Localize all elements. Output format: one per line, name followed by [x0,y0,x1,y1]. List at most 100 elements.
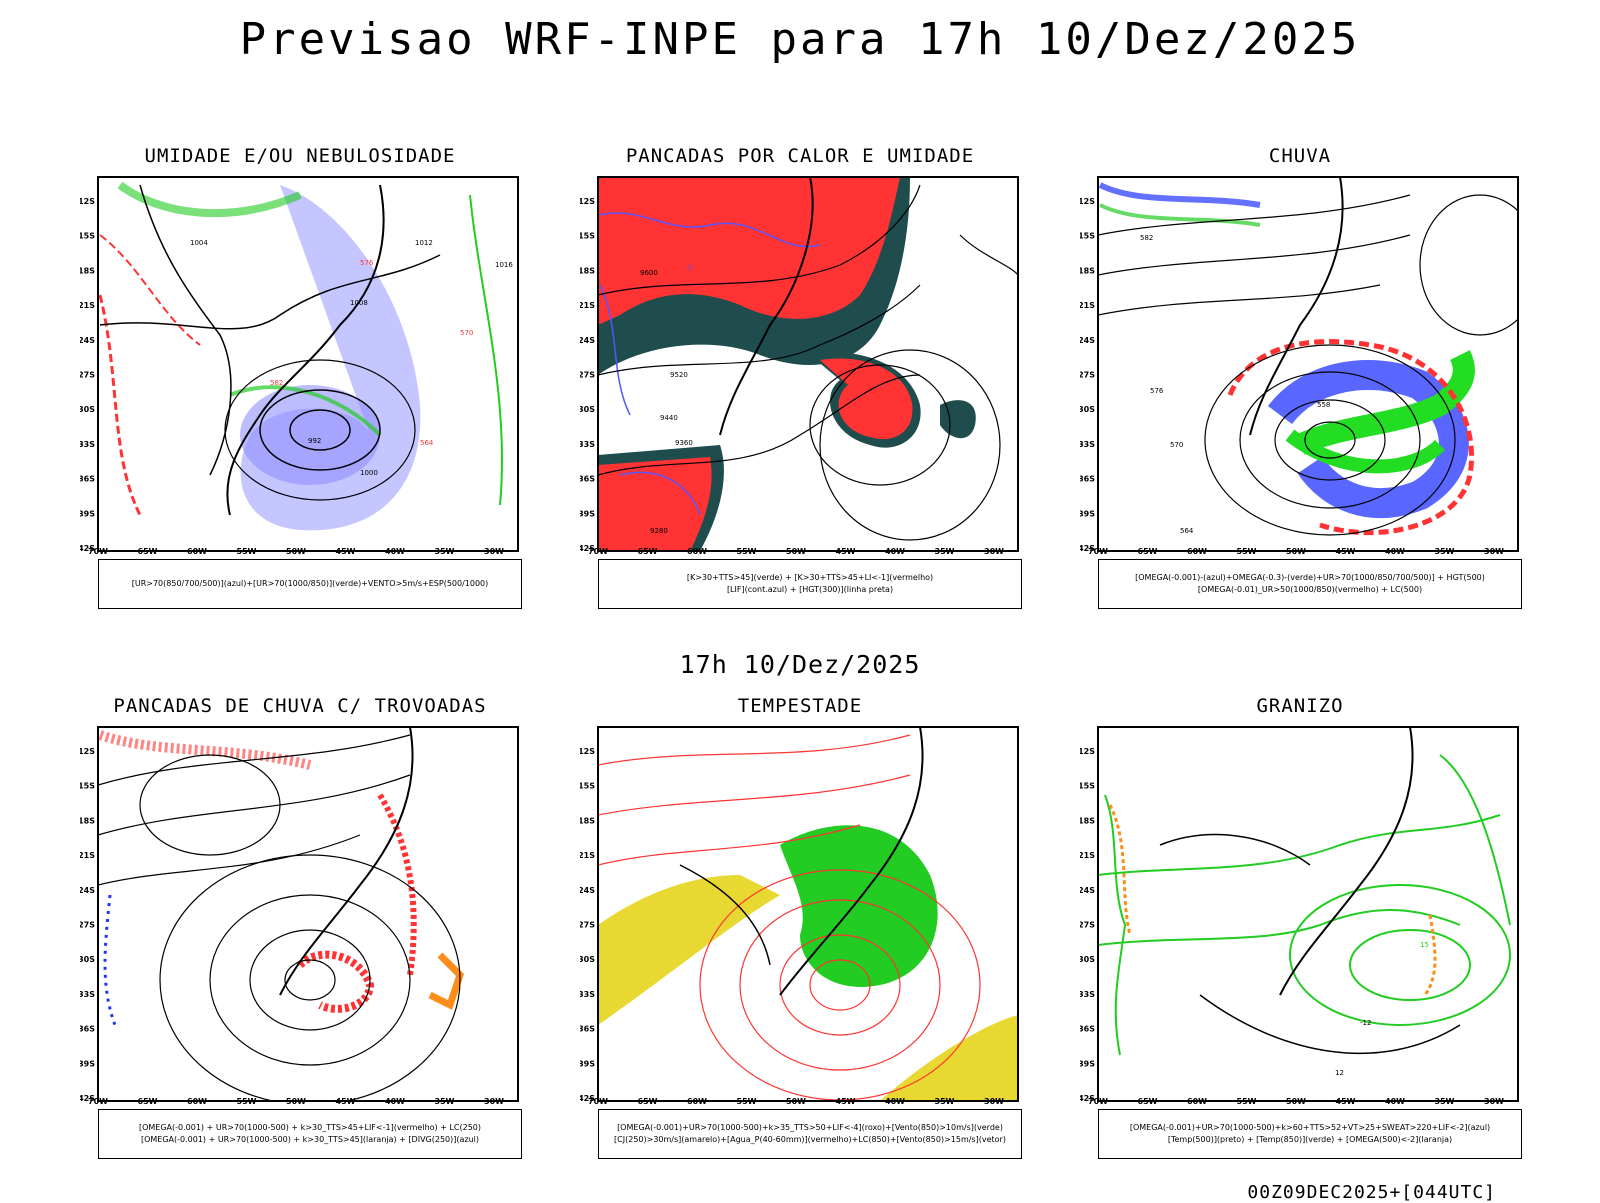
lat-tick-label: 42S [1080,1094,1095,1103]
lat-tick-label: 12S [580,197,595,206]
contour-label: 992 [308,437,321,445]
contour-label: 570 [460,329,473,337]
lon-tick-label: 35W [935,547,955,555]
lon-tick-label: 70W [88,547,108,555]
lon-tick-label: 55W [1237,547,1257,555]
lat-tick-label: 39S [80,509,95,518]
lat-tick-label: 12S [1080,197,1095,206]
lon-tick-label: 55W [237,547,257,555]
contour-label: 9600 [640,269,658,277]
contour-label: 570 [1170,441,1183,449]
lat-tick-label: 39S [580,1059,595,1068]
lat-tick-label: 30S [580,405,595,414]
lon-tick-label: 40W [385,1097,405,1105]
lat-tick-label: 33S [80,440,95,449]
lat-tick-label: 15S [580,232,595,241]
lat-tick-label: 27S [80,371,95,380]
lat-tick-label: 24S [580,336,595,345]
lon-tick-label: 30W [984,1097,1004,1105]
lat-tick-label: 30S [580,955,595,964]
map-labels: 1004 1012 1016 1008 576 582 570 564 1000… [190,239,513,477]
lon-tick-label: 60W [1187,547,1207,555]
panel-title: PANCADAS POR CALOR E UMIDADE [625,145,975,167]
lon-tick-label: 55W [737,547,757,555]
contour-label: 582 [270,379,283,387]
lat-tick-label: 18S [80,266,95,275]
panel-title: UMIDADE E/OU NEBULOSIDADE [144,145,456,167]
legend: [UR>70(850/700/500)](azul)+[UR>70(1000/8… [98,559,522,609]
lon-tick-label: 55W [237,1097,257,1105]
lon-tick-label: 60W [1187,1097,1207,1105]
lat-tick-label: 33S [580,440,595,449]
lat-tick-label: 24S [1080,336,1095,345]
legend: [OMEGA(-0.001) + UR>70(1000-500) + k>30_… [98,1109,522,1159]
contour-label: -12 [1360,1019,1371,1027]
lat-tick-label: 24S [80,336,95,345]
lon-tick-label: 50W [786,1097,806,1105]
legend-line: [OMEGA(-0.001)-(azul)+OMEGA(-0.3)-(verde… [1135,573,1485,582]
lat-tick-label: 36S [80,475,95,484]
lon-tick-label: 40W [885,1097,905,1105]
lon-tick-label: 45W [336,1097,356,1105]
panel-umidade: UMIDADE E/OU NEBULOSIDADE 1004 1012 1016… [80,145,522,617]
lat-axis: 12S 15S 18S 21S 24S 27S 30S 33S 36S 39S 42S [80,197,95,553]
lat-tick-label: 39S [80,1059,95,1068]
lat-tick-label: 24S [80,886,95,895]
lat-tick-label: 24S [1080,886,1095,895]
contour-label: -3 [685,264,692,272]
lon-axis: 70W 65W 60W 55W 50W 45W 40W 35W 30W [588,547,1004,555]
lat-tick-label: 15S [1080,782,1095,791]
contour-label: 582 [1140,234,1153,242]
lat-tick-label: 36S [1080,1025,1095,1034]
lat-tick-label: 21S [80,301,95,310]
legend-line: [CJ(250)>30m/s](amarelo)+[Agua_P(40-60mm… [614,1135,1006,1144]
lon-tick-label: 65W [1138,1097,1158,1105]
lat-tick-label: 12S [580,747,595,756]
lon-tick-label: 30W [984,547,1004,555]
panel-tempestade: TEMPESTADE 12S 15S 18S 21S 24S 27S 30S 33S 36S 39… [580,695,1022,1167]
lon-tick-label: 70W [588,547,608,555]
lat-tick-label: 30S [1080,955,1095,964]
contour-label: 576 [1150,387,1164,395]
lon-tick-label: 50W [1286,547,1306,555]
contour-label: 558 [1317,401,1330,409]
lon-tick-label: 60W [687,1097,707,1105]
lon-axis: 70W 65W 60W 55W 50W 45W 40W 35W 30W [1088,1097,1504,1105]
lat-tick-label: 15S [580,782,595,791]
lat-tick-label: 18S [80,816,95,825]
panel-trovoadas: PANCADAS DE CHUVA C/ TROVOADAS 12S 15S 18S… [80,695,522,1167]
lat-tick-label: 27S [580,921,595,930]
lon-tick-label: 35W [935,1097,955,1105]
lon-tick-label: 60W [187,1097,207,1105]
lon-tick-label: 50W [286,547,306,555]
lat-tick-label: 18S [1080,816,1095,825]
lon-tick-label: 35W [1435,547,1455,555]
lat-tick-label: 42S [80,1094,95,1103]
lat-tick-label: 36S [80,1025,95,1034]
lon-tick-label: 60W [187,547,207,555]
panel-title: PANCADAS DE CHUVA C/ TROVOADAS [113,695,487,717]
legend-line: [UR>70(850/700/500)](azul)+[UR>70(1000/8… [131,579,489,588]
contour-label: 1012 [415,239,433,247]
lon-tick-label: 45W [1336,547,1356,555]
legend-line: [OMEGA(-0.001) + UR>70(1000-500) + k>30_… [140,1135,480,1144]
lat-tick-label: 21S [580,851,595,860]
contour-label: 564 [1180,527,1194,535]
main-title: Previsao WRF-INPE para 17h 10/Dez/2025 [239,14,1361,65]
lat-tick-label: 12S [80,197,95,206]
lon-tick-label: 70W [1088,547,1108,555]
run-timestamp: 00Z09DEC2025+[044UTC] [1247,1182,1496,1203]
panel-chuva: CHUVA 582 576 570 564 558 12 [1080,145,1522,617]
map-pancadas-calor: 9600 9520 9440 9360 9280 -3 12S 15S 18S 21S… [580,176,1019,555]
lon-axis: 70W 65W 60W 55W 50W 45W 40W 35W 30W [588,1097,1004,1105]
lat-tick-label: 12S [1080,747,1095,756]
lat-tick-label: 15S [80,232,95,241]
lon-tick-label: 40W [385,547,405,555]
lon-tick-label: 40W [1385,547,1405,555]
lat-tick-label: 21S [580,301,595,310]
lon-tick-label: 30W [484,547,504,555]
lat-tick-label: 30S [80,955,95,964]
lon-tick-label: 65W [138,1097,158,1105]
panel-granizo: GRANIZO -12 12 15 12S 15S 18S 21S 24S 27S 30S 3… [1080,695,1522,1167]
mid-title: 17h 10/Dez/2025 [679,650,921,679]
